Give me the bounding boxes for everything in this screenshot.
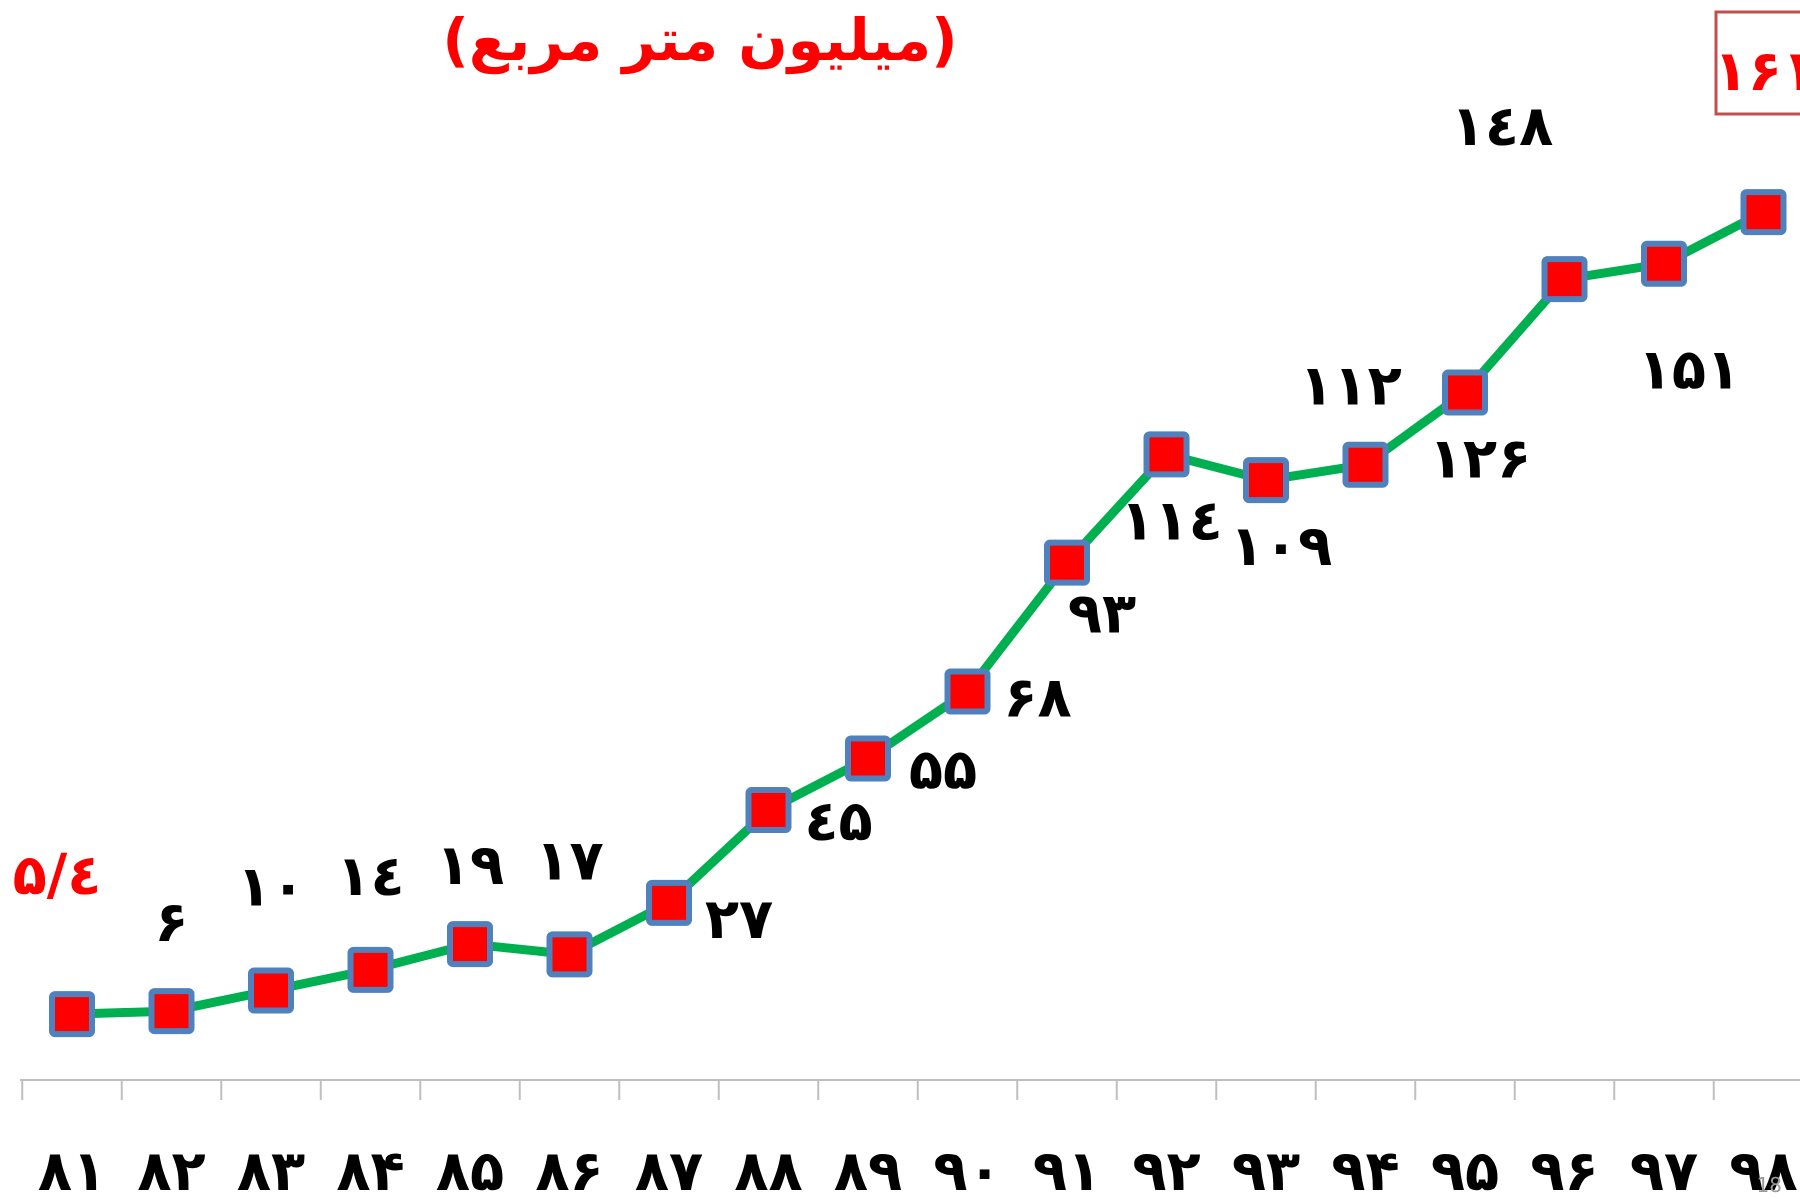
x-tick-label: ۸۳: [237, 1139, 305, 1199]
data-label: ۱۹: [436, 833, 504, 898]
x-tick-label: ۸۶: [535, 1139, 603, 1199]
x-tick-label: ۸۲: [137, 1139, 205, 1199]
x-tick-label: ۹۰: [933, 1139, 1001, 1199]
data-point-marker: [248, 967, 294, 1014]
data-point-marker: [347, 946, 394, 993]
x-tick-label: ۹۱: [1033, 1139, 1101, 1199]
data-label: ۱۱۲: [1299, 354, 1402, 419]
data-label: ٤۵: [804, 789, 872, 854]
data-point-marker: [646, 879, 692, 926]
data-label: ۵۵: [909, 738, 977, 803]
x-tick-label: ۸۵: [436, 1139, 504, 1199]
data-point-marker: [1243, 457, 1289, 504]
highlight-box: [1714, 10, 1800, 116]
x-tick-label: ۹۷: [1630, 1139, 1698, 1199]
data-point-marker: [1442, 369, 1488, 416]
x-tick-label: ۹۶: [1530, 1139, 1598, 1199]
data-point-marker: [1641, 240, 1687, 287]
data-label: ۱۰: [237, 854, 305, 919]
data-label: ۱۷: [535, 828, 603, 893]
x-tick-label: ۹۲: [1132, 1139, 1200, 1199]
data-label: ۶۸: [1003, 666, 1071, 731]
data-label: ۱۱٤: [1120, 488, 1223, 553]
data-label: ۵/٤: [13, 843, 102, 908]
data-label: ۱۶۱: [1714, 39, 1800, 104]
data-label: ۱٤: [336, 844, 404, 909]
data-label: ۶: [154, 890, 188, 955]
data-label: ۱۵۱: [1638, 338, 1741, 403]
data-point-marker: [1044, 539, 1090, 586]
x-tick-label: ۸۱: [38, 1139, 106, 1199]
page-number: 18: [1756, 1173, 1782, 1197]
x-tick-label: ۹۵: [1431, 1139, 1499, 1199]
data-point-marker: [447, 921, 493, 968]
data-point-marker: [745, 787, 792, 834]
x-tick-label: ۹۸: [1729, 1139, 1797, 1199]
x-tick-label: ۸۴: [336, 1139, 404, 1199]
data-point-marker: [1342, 441, 1389, 488]
data-point-marker: [546, 931, 593, 978]
data-label: ۹۳: [1068, 582, 1136, 647]
data-point-marker: [1143, 431, 1190, 478]
chart-title: (میلیون متر مربع): [442, 6, 958, 74]
data-label: ۱۲۶: [1429, 427, 1532, 492]
data-point-marker: [1541, 256, 1588, 303]
data-label: ۲۷: [705, 887, 773, 952]
data-point-marker: [1740, 189, 1787, 236]
series-line: [71, 208, 1766, 1019]
data-point-marker: [49, 991, 95, 1038]
data-point-marker: [944, 668, 991, 715]
x-tick-label: ۸۹: [834, 1139, 902, 1199]
data-label: ۱٤۸: [1451, 94, 1554, 159]
data-label: ۱۰۹: [1230, 514, 1333, 579]
x-tick-label: ۹۴: [1331, 1139, 1399, 1199]
x-tick-label: ۹۳: [1232, 1139, 1300, 1199]
data-point-marker: [148, 988, 195, 1035]
x-tick-label: ۸۷: [635, 1139, 703, 1199]
x-tick-label: ۸۸: [734, 1139, 802, 1199]
data-point-marker: [845, 735, 891, 782]
